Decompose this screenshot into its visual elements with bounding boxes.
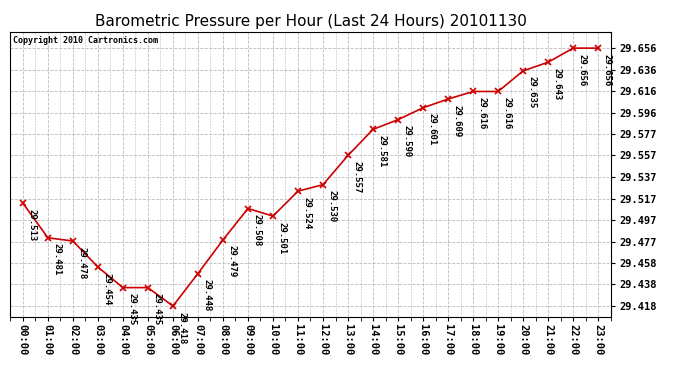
Text: 29.581: 29.581 <box>377 135 386 167</box>
Text: 29.616: 29.616 <box>502 97 511 129</box>
Text: 29.418: 29.418 <box>177 312 186 344</box>
Text: 29.479: 29.479 <box>227 246 236 278</box>
Text: 29.656: 29.656 <box>602 54 611 86</box>
Text: 29.454: 29.454 <box>102 273 111 305</box>
Text: 29.530: 29.530 <box>327 190 336 222</box>
Text: 29.601: 29.601 <box>427 113 436 146</box>
Text: 29.501: 29.501 <box>277 222 286 254</box>
Text: Copyright 2010 Cartronics.com: Copyright 2010 Cartronics.com <box>13 36 158 45</box>
Text: 29.656: 29.656 <box>578 54 586 86</box>
Text: 29.478: 29.478 <box>77 247 86 279</box>
Text: 29.435: 29.435 <box>152 293 161 326</box>
Title: Barometric Pressure per Hour (Last 24 Hours) 20101130: Barometric Pressure per Hour (Last 24 Ho… <box>95 14 526 29</box>
Text: 29.508: 29.508 <box>252 214 261 246</box>
Text: 29.524: 29.524 <box>302 197 311 229</box>
Text: 29.635: 29.635 <box>527 76 536 109</box>
Text: 29.609: 29.609 <box>452 105 461 137</box>
Text: 29.513: 29.513 <box>27 209 36 241</box>
Text: 29.557: 29.557 <box>352 161 361 193</box>
Text: 29.643: 29.643 <box>552 68 561 100</box>
Text: 29.481: 29.481 <box>52 243 61 276</box>
Text: 29.616: 29.616 <box>477 97 486 129</box>
Text: 29.448: 29.448 <box>202 279 211 311</box>
Text: 29.590: 29.590 <box>402 125 411 158</box>
Text: 29.435: 29.435 <box>127 293 136 326</box>
